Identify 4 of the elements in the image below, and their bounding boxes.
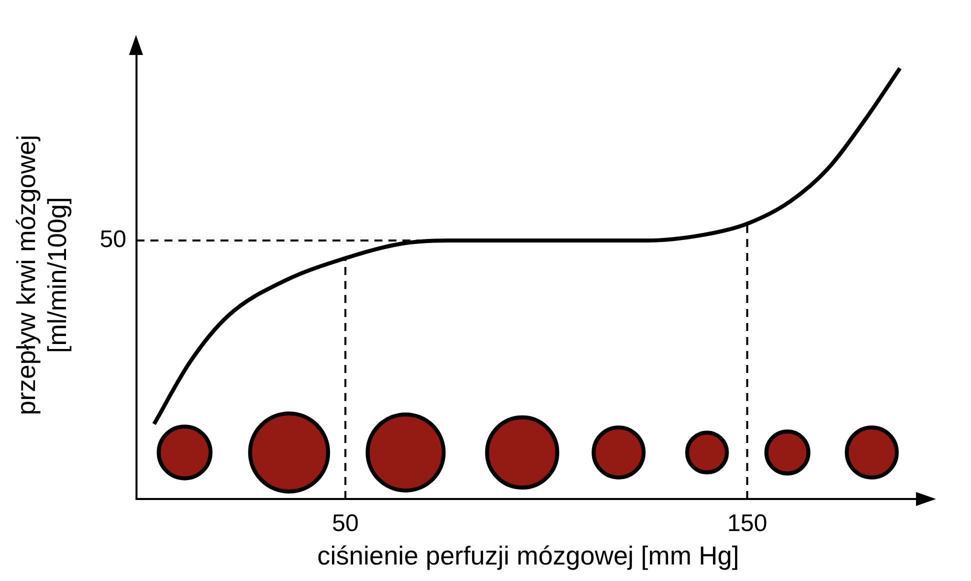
x-axis-title: ciśnienie perfuzji mózgowej [mm Hg]: [317, 540, 740, 571]
y-axis-title: przepływ krwi mózgowej [ml/min/100g]: [10, 134, 72, 416]
x-tick-label: 150: [727, 510, 768, 538]
text: 50: [100, 226, 126, 254]
